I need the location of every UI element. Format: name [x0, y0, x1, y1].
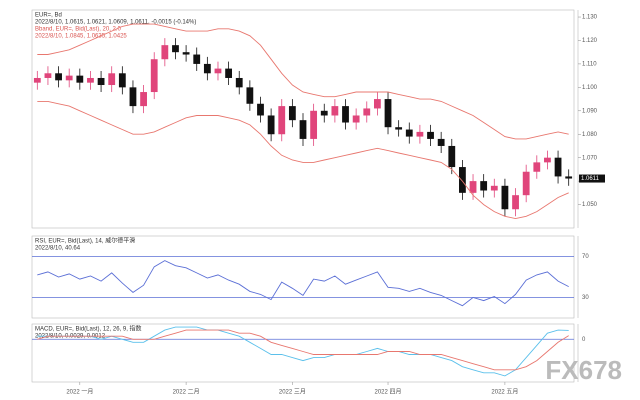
watermark: FX678: [545, 355, 622, 385]
candle-body: [437, 138, 445, 146]
indicator-info: RSI, EUR=, Bid(Last), 14, 威尔德平滑: [35, 237, 135, 245]
candle-body: [416, 131, 424, 137]
candle-body: [363, 108, 371, 116]
y-tick-label: 1.100: [582, 85, 598, 91]
candle-body: [161, 45, 169, 60]
candle-body: [235, 77, 243, 88]
indicator-info: 2022/8/10, 1.0615, 1.0621, 1.0609, 1.061…: [35, 20, 196, 26]
candle-body: [65, 75, 73, 81]
x-tick-label: 2022 一月: [66, 389, 93, 396]
candle-body: [55, 73, 62, 81]
y-tick-label: 1.130: [582, 15, 598, 21]
candle-body: [203, 63, 211, 74]
candle-body: [225, 68, 233, 78]
series-line: [37, 326, 569, 377]
last-price-label: 1.0611: [581, 176, 600, 182]
y-tick-label: 0: [582, 337, 586, 343]
y-tick-label: 1.120: [582, 38, 598, 44]
candle-body: [565, 176, 573, 179]
series-line: [37, 23, 569, 140]
candle-body: [469, 181, 477, 193]
y-tick-label: 30: [582, 295, 589, 301]
candle-body: [172, 45, 179, 53]
panel-frame: [31, 235, 575, 319]
candle-body: [87, 77, 94, 83]
candle-body: [352, 115, 360, 123]
y-tick-label: 70: [582, 254, 589, 260]
y-tick-label: 1.050: [582, 202, 598, 208]
indicator-info: 2022/8/10, 1.0845, 1.0635, 1.0425: [35, 34, 127, 40]
candle-body: [384, 99, 392, 128]
x-tick-label: 2022 二月: [173, 389, 200, 396]
indicator-info: 2022/8/10, 40.64: [35, 246, 81, 252]
candle-body: [33, 77, 41, 83]
candle-body: [129, 87, 137, 107]
indicator-info: MACD, EUR=, Bid(Last), 12, 26, 9, 指数: [35, 325, 142, 333]
candle-body: [405, 129, 413, 137]
series-line: [37, 100, 569, 220]
candle-body: [395, 127, 403, 130]
candle-body: [320, 110, 328, 116]
candle-body: [288, 106, 296, 121]
candle-body: [140, 92, 147, 107]
candle-body: [76, 75, 84, 83]
candle-body: [150, 59, 158, 93]
candle-body: [267, 115, 275, 135]
candle-body: [490, 185, 498, 191]
indicator-info: Bband, EUR=, Bid(Last), 20, 2.0: [35, 27, 122, 33]
candle-body: [554, 157, 562, 177]
candle-body: [193, 54, 201, 64]
candle-body: [331, 106, 339, 116]
series-line: [37, 260, 569, 307]
y-tick-label: 1.110: [582, 61, 597, 67]
panel-frame: [31, 9, 575, 229]
candle-body: [118, 73, 126, 88]
x-tick-label: 2022 五月: [491, 389, 518, 396]
candle-body: [246, 87, 254, 104]
last-price-box: [579, 174, 605, 183]
x-tick-label: 2022 四月: [375, 389, 402, 396]
candle-body: [448, 145, 456, 168]
x-tick-label: 2022 三月: [279, 389, 306, 396]
y-tick-label: 1.080: [582, 132, 598, 138]
candle-body: [299, 120, 307, 139]
candle-body: [278, 106, 286, 135]
candle-body: [501, 185, 509, 210]
candle-body: [108, 73, 116, 86]
candle-body: [533, 162, 541, 172]
candle-body: [44, 73, 52, 78]
candle-body: [427, 131, 434, 139]
candle-body: [182, 52, 190, 55]
candle-body: [522, 171, 530, 196]
candle-body: [459, 167, 466, 193]
series-line: [37, 329, 569, 371]
panel-frame: [31, 323, 575, 383]
candle-body: [512, 195, 519, 210]
candle-body: [544, 157, 551, 163]
candle-body: [310, 110, 318, 139]
indicator-info: EUR=, Bd: [35, 13, 62, 19]
candle-body: [480, 181, 488, 191]
candle-body: [257, 103, 264, 116]
y-tick-label: 1.090: [582, 108, 598, 114]
candle-body: [214, 68, 222, 74]
candle-body: [342, 106, 349, 123]
candle-body: [97, 77, 105, 86]
y-tick-label: 1.070: [582, 155, 598, 161]
candle-body: [373, 99, 381, 109]
